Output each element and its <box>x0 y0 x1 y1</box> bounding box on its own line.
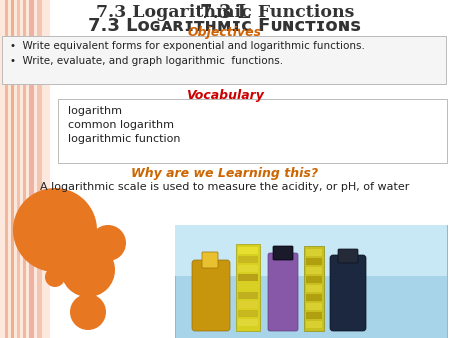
Bar <box>5 0 8 338</box>
Bar <box>238 265 258 272</box>
FancyBboxPatch shape <box>202 252 218 268</box>
Bar <box>306 303 322 310</box>
Bar <box>306 258 322 265</box>
Circle shape <box>13 188 97 272</box>
Bar <box>17 0 20 338</box>
Bar <box>11 0 14 338</box>
Text: common logarithm: common logarithm <box>68 120 174 130</box>
Circle shape <box>61 243 115 297</box>
Circle shape <box>45 267 65 287</box>
Text: •  Write equivalent forms for exponential and logarithmic functions.: • Write equivalent forms for exponential… <box>10 41 365 51</box>
Text: Vocabulary: Vocabulary <box>186 89 264 102</box>
Text: A logarithmic scale is used to measure the acidity, or pH, of water: A logarithmic scale is used to measure t… <box>40 182 410 192</box>
Bar <box>306 249 322 256</box>
Text: •  Write, evaluate, and graph logarithmic  functions.: • Write, evaluate, and graph logarithmic… <box>10 56 283 66</box>
Text: 7.3 L: 7.3 L <box>200 4 250 22</box>
Circle shape <box>70 294 106 330</box>
Bar <box>306 276 322 283</box>
Bar <box>306 321 322 328</box>
FancyBboxPatch shape <box>273 246 293 260</box>
Bar <box>175 225 447 276</box>
Bar <box>0 0 50 338</box>
Circle shape <box>90 225 126 261</box>
Bar <box>306 267 322 274</box>
Bar <box>238 310 258 317</box>
FancyBboxPatch shape <box>236 244 260 331</box>
Text: logarithm: logarithm <box>68 106 122 116</box>
FancyBboxPatch shape <box>268 253 298 331</box>
Bar <box>306 294 322 301</box>
Text: 7.3 Lᴏɢᴀʀɪᴛʜᴍɪᴄ Fᴜɴᴄᴛɪᴏɴs: 7.3 Lᴏɢᴀʀɪᴛʜᴍɪᴄ Fᴜɴᴄᴛɪᴏɴs <box>89 17 361 35</box>
FancyBboxPatch shape <box>304 246 324 331</box>
Bar <box>306 285 322 292</box>
Bar <box>238 319 258 326</box>
Bar <box>306 312 322 319</box>
Text: logarithmic function: logarithmic function <box>68 134 180 144</box>
Text: Objectives: Objectives <box>188 26 262 39</box>
FancyBboxPatch shape <box>338 249 358 263</box>
FancyBboxPatch shape <box>58 99 447 163</box>
Text: Why are we Learning this?: Why are we Learning this? <box>131 167 319 180</box>
Bar <box>29 0 34 338</box>
Bar <box>23 0 26 338</box>
Bar <box>238 274 258 281</box>
FancyBboxPatch shape <box>330 255 366 331</box>
Text: 7.3 Logarithmic Functions: 7.3 Logarithmic Functions <box>96 4 354 21</box>
Bar <box>238 301 258 308</box>
Bar <box>175 225 447 338</box>
Bar <box>238 247 258 254</box>
Bar <box>238 292 258 299</box>
Bar <box>238 283 258 290</box>
Bar <box>37 0 42 338</box>
FancyBboxPatch shape <box>2 36 446 84</box>
Bar <box>238 256 258 263</box>
FancyBboxPatch shape <box>192 260 230 331</box>
